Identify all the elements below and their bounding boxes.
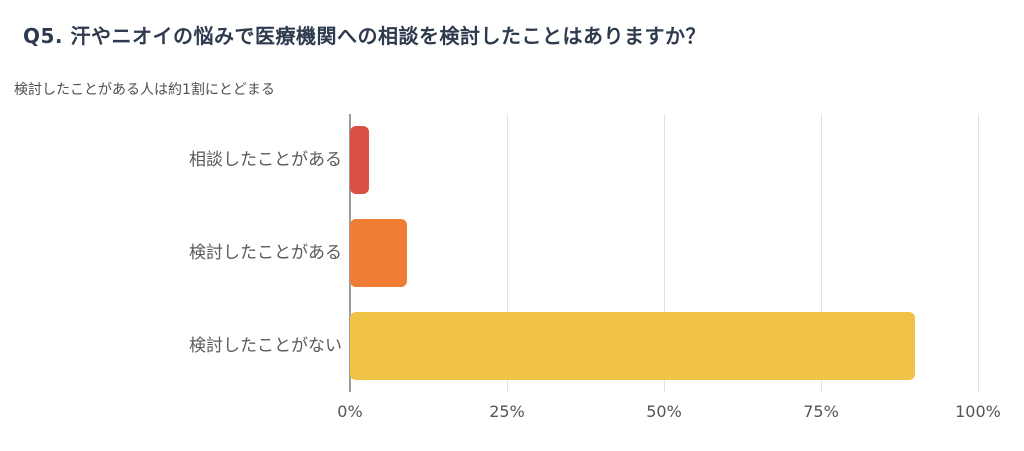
x-tick-label: 25%	[489, 402, 525, 421]
gridline-25	[507, 114, 508, 392]
bar-1	[350, 126, 369, 195]
gridline-75	[821, 114, 822, 392]
gridline-50	[664, 114, 665, 392]
bar-3	[350, 311, 916, 380]
x-tick-label: 50%	[646, 402, 682, 421]
chart-title: Q5. 汗やニオイの悩みで医療機関への相談を検討したことはありますか？	[23, 24, 706, 48]
bar-2	[350, 219, 407, 287]
category-label: 検討したことがある	[189, 243, 342, 263]
category-label: 検討したことがない	[189, 335, 342, 356]
x-tick-label: 100%	[955, 402, 1001, 421]
x-tick-label: 75%	[803, 402, 839, 421]
gridline-100	[978, 114, 979, 392]
chart-subtitle: 検討したことがある人は約1割にとどまる	[14, 82, 275, 98]
category-label: 相談したことがある	[189, 150, 342, 171]
x-tick-label: 0%	[337, 402, 363, 421]
